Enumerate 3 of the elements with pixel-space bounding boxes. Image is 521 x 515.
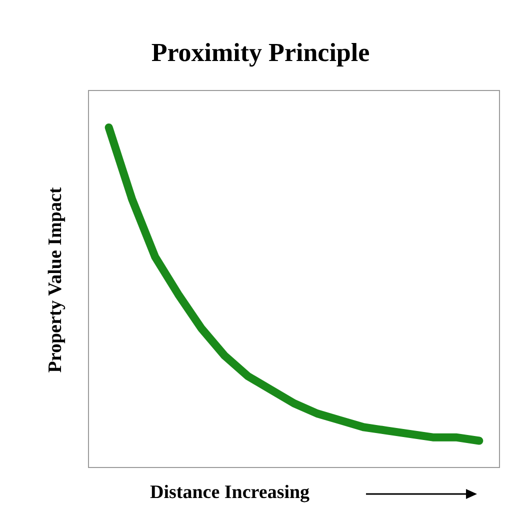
x-axis-title: Distance Increasing [150,482,310,504]
chart-title: Proximity Principle [150,38,371,68]
y-axis-title: Property Value Impact [45,187,67,373]
